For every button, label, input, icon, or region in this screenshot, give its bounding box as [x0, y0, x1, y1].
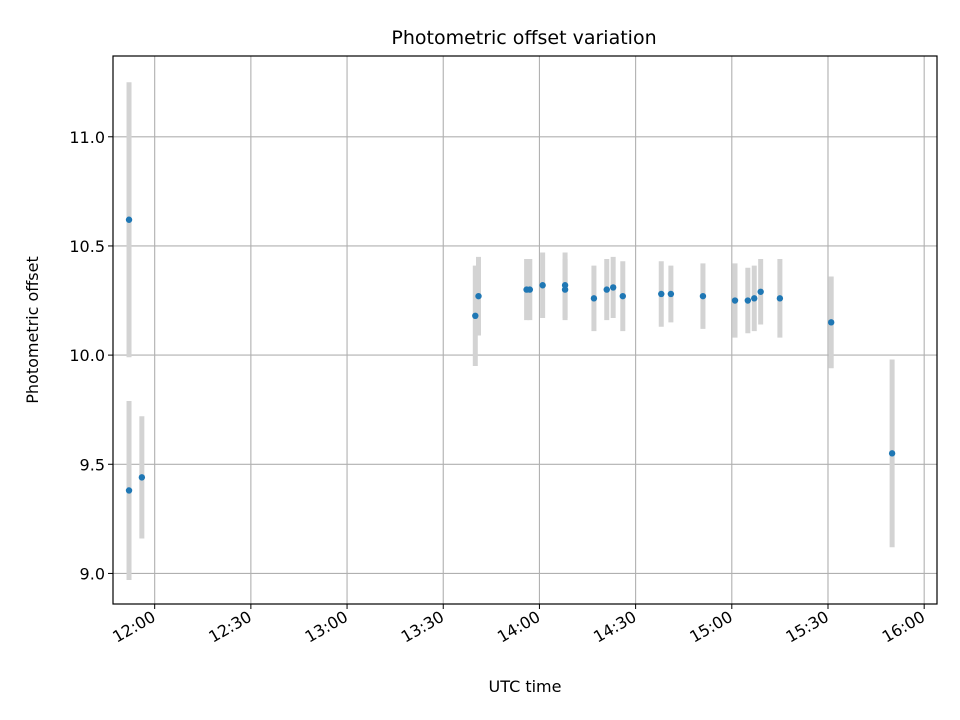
- data-point: [603, 286, 610, 293]
- data-point: [472, 312, 479, 320]
- data-point: [776, 295, 784, 302]
- data-point: [125, 216, 133, 223]
- errorbars: [126, 82, 895, 580]
- data-point: [699, 292, 707, 300]
- x-tick-label: 12:30: [205, 607, 254, 647]
- chart-title: Photometric offset variation: [391, 27, 656, 49]
- x-axis-label: UTC time: [489, 677, 562, 696]
- x-tick-label: 15:00: [686, 607, 735, 647]
- y-tick-label: 9.0: [80, 564, 105, 583]
- data-point: [827, 319, 835, 326]
- y-axis-label: Photometric offset: [23, 256, 42, 404]
- data-point: [757, 288, 764, 295]
- x-tick-label: 15:30: [783, 607, 832, 647]
- x-tick-label: 14:00: [494, 607, 543, 647]
- data-point: [888, 450, 896, 457]
- x-tick-label: 13:00: [302, 607, 351, 647]
- y-tick-label: 11.0: [69, 128, 105, 147]
- data-point: [125, 487, 133, 494]
- data-point: [590, 295, 598, 302]
- plot-frame: [112, 55, 938, 605]
- x-tick-label: 12:00: [109, 607, 158, 647]
- x-tick-label: 16:00: [879, 607, 928, 647]
- data-point: [138, 474, 146, 481]
- data-point: [539, 282, 546, 289]
- data-point: [475, 292, 482, 300]
- data-point: [731, 297, 739, 304]
- data-point: [751, 295, 758, 302]
- y-tick-label: 10.5: [69, 237, 105, 256]
- data-point: [561, 286, 569, 293]
- data-point: [667, 290, 675, 298]
- data-point: [609, 284, 617, 291]
- markers: [125, 216, 896, 494]
- x-tick-label: 13:30: [398, 607, 447, 647]
- grid: [113, 56, 937, 604]
- data-point: [744, 297, 752, 304]
- y-ticks: 9.0 9.5 10.0 10.5 11.0: [69, 128, 113, 583]
- x-tick-label: 14:30: [590, 607, 639, 647]
- x-ticks: 12:00 12:30 13:00 13:30 14:00 14:30 15:00 15:30…: [109, 604, 928, 647]
- data-point: [526, 286, 534, 293]
- data-point: [658, 290, 665, 298]
- y-tick-label: 9.5: [80, 455, 105, 474]
- data-point: [619, 292, 626, 300]
- y-tick-label: 10.0: [69, 346, 105, 365]
